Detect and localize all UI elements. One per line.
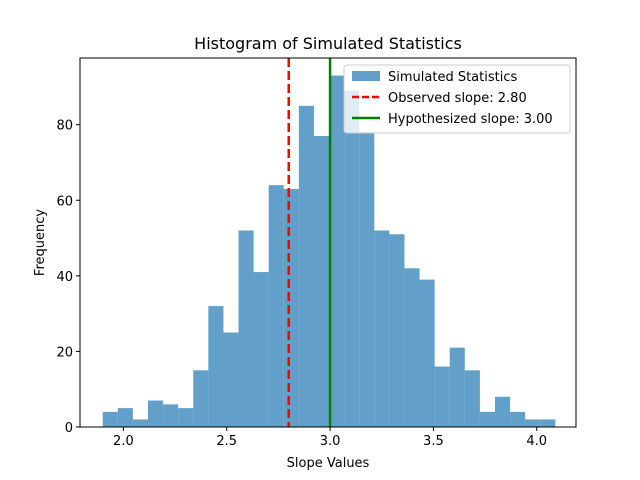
- histogram-bar: [238, 230, 254, 427]
- histogram-bar: [359, 132, 375, 427]
- histogram-bar: [132, 419, 148, 427]
- x-tick-label: 3.0: [320, 434, 341, 449]
- histogram-bar: [464, 370, 480, 427]
- histogram-bar: [404, 268, 420, 427]
- x-tick-label: 4.0: [526, 434, 547, 449]
- legend: Simulated Statistics Observed slope: 2.80…: [343, 64, 571, 134]
- histogram-bar: [253, 272, 269, 427]
- y-tick-label: 60: [56, 194, 73, 209]
- histogram-bar: [389, 234, 405, 427]
- x-axis-ticks: 2.0 2.5 3.0 3.5 4.0: [113, 427, 547, 449]
- x-tick-label: 2.0: [113, 434, 134, 449]
- legend-swatch: [352, 71, 380, 81]
- histogram-bar: [510, 411, 526, 427]
- axes-frame: [79, 57, 577, 428]
- legend-label: Observed slope: 2.80: [388, 91, 527, 106]
- histogram-bar: [147, 400, 164, 427]
- histogram-bar: [434, 366, 450, 427]
- histogram-bar: [117, 408, 133, 427]
- histogram-bar: [329, 75, 345, 428]
- reference-lines: [287, 58, 332, 427]
- histogram-bar: [178, 408, 194, 427]
- histogram-bar: [479, 411, 495, 427]
- histogram-bar: [494, 396, 511, 427]
- y-tick-label: 0: [65, 421, 73, 436]
- histogram-bar: [283, 188, 299, 427]
- histogram-bar: [208, 306, 224, 427]
- histogram-bar: [193, 370, 209, 427]
- histogram-bar: [313, 136, 330, 427]
- histogram-bar: [102, 411, 118, 427]
- legend-label: Simulated Statistics: [388, 70, 517, 85]
- y-axis-ticks: 0 20 40 60 80: [56, 119, 80, 436]
- histogram-bar: [449, 347, 465, 427]
- histogram-bar: [268, 185, 284, 427]
- legend-label: Hypothesized slope: 3.00: [388, 112, 553, 127]
- y-tick-label: 20: [56, 345, 73, 360]
- x-axis-label: Slope Values: [287, 456, 370, 471]
- chart-title: Histogram of Simulated Statistics: [194, 34, 462, 53]
- y-tick-label: 40: [56, 270, 73, 285]
- histogram-bar: [163, 404, 179, 427]
- histogram-bar: [344, 90, 360, 427]
- y-axis-label: Frequency: [33, 209, 48, 276]
- histogram-bar: [223, 332, 239, 427]
- histogram-bar: [374, 230, 390, 427]
- histogram-bars: [102, 75, 556, 428]
- x-tick-label: 2.5: [216, 434, 237, 449]
- legend-box: [343, 64, 571, 134]
- histogram-bar: [540, 419, 556, 427]
- histogram-bar: [525, 419, 541, 427]
- histogram-bar: [298, 105, 314, 427]
- x-tick-label: 3.5: [423, 434, 444, 449]
- histogram-bar: [419, 279, 435, 427]
- y-tick-label: 80: [56, 119, 73, 134]
